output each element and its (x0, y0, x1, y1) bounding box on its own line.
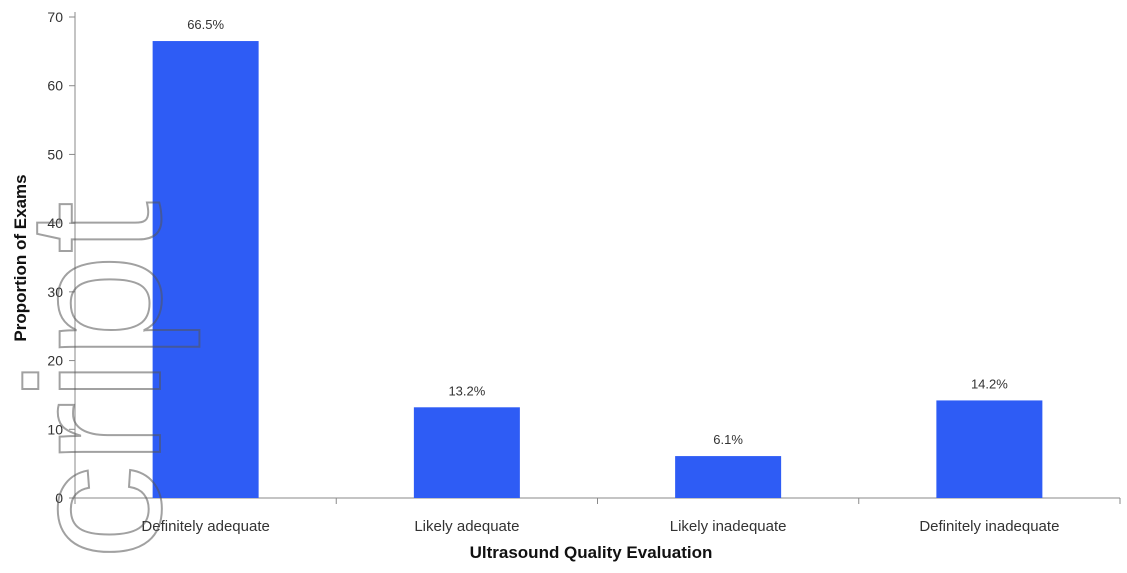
y-tick-label: 20 (47, 353, 63, 369)
x-axis-title: Ultrasound Quality Evaluation (470, 543, 713, 562)
x-category-label: Definitely inadequate (919, 518, 1059, 535)
y-tick-label: 10 (47, 421, 63, 437)
x-category-label: Likely adequate (414, 518, 519, 535)
y-axis-title: Proportion of Exams (11, 174, 30, 341)
y-tick-label: 70 (47, 9, 63, 25)
x-category-label: Likely inadequate (670, 518, 787, 535)
y-tick-label: 0 (55, 490, 63, 506)
bar (936, 400, 1043, 498)
y-axis: 0 10 20 30 40 50 60 70 (47, 9, 76, 506)
bar-data-label: 13.2% (448, 383, 485, 398)
bar (675, 456, 782, 498)
bars (152, 41, 1043, 499)
y-tick-label: 30 (47, 284, 63, 300)
y-tick-label: 60 (47, 78, 63, 94)
bar-data-label: 14.2% (971, 376, 1008, 391)
bar-data-label: 6.1% (713, 432, 743, 447)
y-tick-label: 40 (47, 215, 63, 231)
y-tick-label: 50 (47, 146, 63, 162)
bar-data-label: 66.5% (187, 17, 224, 32)
bar (413, 407, 520, 498)
bar (152, 41, 259, 499)
data-labels: 66.5% 13.2% 6.1% 14.2% (187, 17, 1008, 447)
x-axis: Definitely adequate Likely adequate Likely… (74, 497, 1121, 535)
watermark-text: cript (0, 201, 201, 560)
x-category-label: Definitely adequate (141, 518, 269, 535)
